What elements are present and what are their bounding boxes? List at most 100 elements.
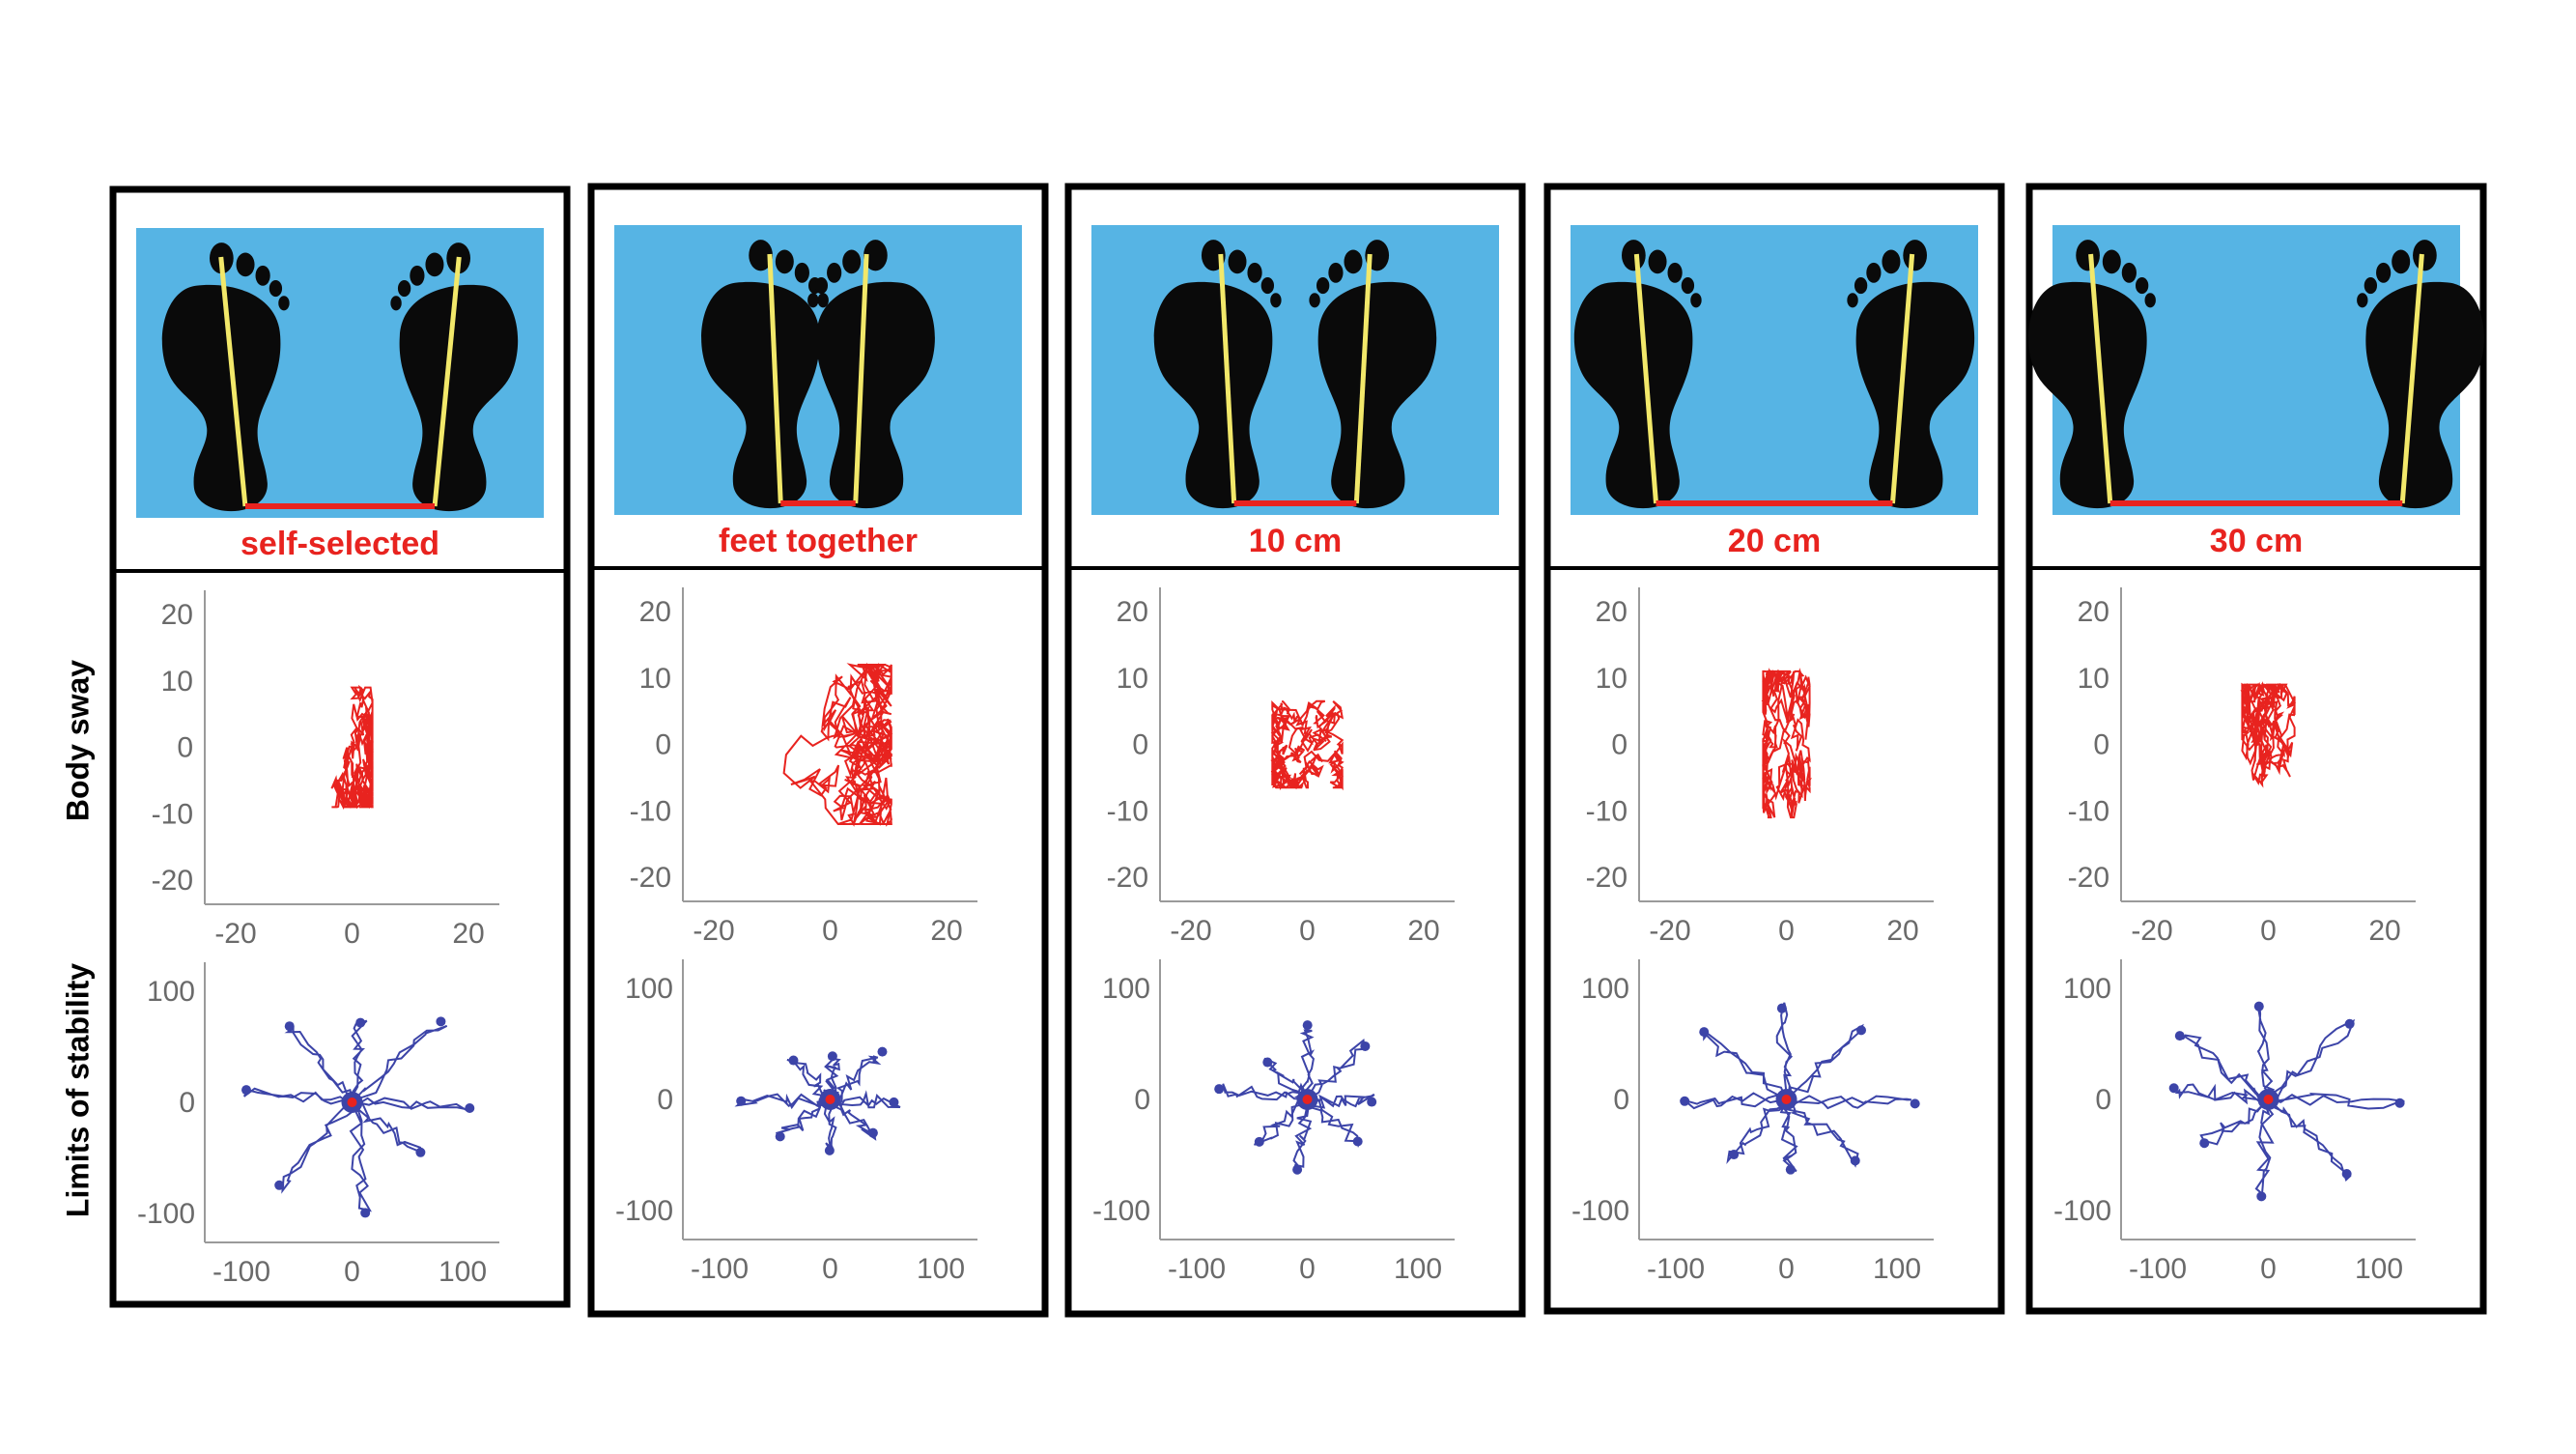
- body-sway-plot: 20 10 0 -10 -20 -20 0 20: [1586, 587, 1934, 947]
- x-tick-label: -100: [691, 1253, 749, 1285]
- los-endpoint: [1352, 1136, 1363, 1147]
- foot-axis-right: [1889, 253, 1915, 504]
- foot-axis-left: [767, 253, 783, 504]
- los-endpoint: [736, 1096, 747, 1106]
- y-tick-label: 100: [1102, 973, 1150, 1005]
- los-endpoint: [889, 1097, 899, 1107]
- foot-toe: [1648, 249, 1667, 274]
- x-tick-label: 20: [930, 915, 962, 947]
- limits-of-stability-plot: 100 0 -100 -100 0 100: [137, 962, 499, 1288]
- los-center-marker: [1781, 1095, 1792, 1104]
- foot-toe: [2413, 240, 2437, 271]
- foot-sole: [1153, 281, 1273, 509]
- los-excursion: [284, 1026, 354, 1103]
- los-endpoint: [360, 1208, 371, 1218]
- sway-trace: [2240, 681, 2296, 788]
- los-endpoint: [2199, 1138, 2210, 1149]
- foot-toe: [827, 262, 842, 283]
- panel-border: [1543, 183, 2005, 1315]
- los-endpoint: [1699, 1027, 1710, 1038]
- y-tick-label: -20: [152, 865, 193, 897]
- los-excursion: [352, 1097, 471, 1113]
- los-excursion: [1307, 1093, 1375, 1109]
- y-tick-label: 0: [2093, 729, 2109, 761]
- y-tick-label: 10: [639, 663, 671, 695]
- condition-label: 20 cm: [1728, 523, 1821, 559]
- x-tick-label: 100: [439, 1256, 487, 1288]
- y-tick-label: -10: [2068, 795, 2109, 827]
- los-endpoint: [877, 1046, 888, 1057]
- foot-toe: [1854, 277, 1868, 295]
- los-endpoint: [415, 1147, 426, 1157]
- y-tick-label: -20: [630, 862, 671, 894]
- y-tick-label: 10: [1117, 663, 1148, 695]
- foot-toe: [863, 240, 888, 271]
- foot-sole: [1317, 281, 1437, 509]
- footprint-icon: [1573, 240, 1702, 509]
- x-tick-label: 0: [344, 918, 360, 950]
- stance-background: [614, 225, 1022, 515]
- foot-toe: [397, 280, 411, 298]
- los-center-marker: [347, 1098, 357, 1107]
- los-center-marker: [825, 1095, 835, 1104]
- los-endpoint: [1254, 1136, 1264, 1147]
- x-tick-label: -20: [2131, 915, 2172, 947]
- los-excursion: [1682, 1092, 1791, 1110]
- x-tick-label: 20: [452, 918, 484, 950]
- x-tick-label: 0: [1778, 915, 1795, 947]
- footprint-icon: [701, 240, 829, 509]
- condition-label: 10 cm: [1249, 523, 1342, 559]
- foot-toe: [2364, 277, 2377, 295]
- y-tick-label: 0: [2095, 1084, 2111, 1116]
- y-tick-label: 0: [179, 1087, 195, 1119]
- foot-sole: [1855, 281, 1975, 509]
- los-excursion: [1785, 1098, 1859, 1168]
- los-excursion: [2256, 1002, 2276, 1103]
- los-excursion: [351, 1024, 448, 1110]
- foot-toe: [1270, 293, 1282, 308]
- foot-toe: [2144, 293, 2156, 308]
- los-excursion: [1786, 1095, 1912, 1110]
- footprint-icon: [1847, 240, 1975, 509]
- y-tick-label: 100: [147, 976, 195, 1008]
- footprint-icon: [161, 242, 290, 512]
- y-tick-label: 20: [639, 596, 671, 628]
- los-excursion: [1726, 1098, 1788, 1164]
- y-tick-label: 0: [1134, 1084, 1150, 1116]
- x-tick-label: -100: [1647, 1253, 1705, 1285]
- foot-sole: [701, 281, 820, 509]
- y-tick-label: -100: [137, 1198, 195, 1230]
- y-tick-label: -10: [152, 798, 193, 830]
- foot-toe: [2136, 277, 2149, 295]
- foot-toe: [425, 252, 444, 277]
- los-excursion: [2174, 1083, 2269, 1107]
- los-center-marker: [2263, 1095, 2274, 1104]
- foot-toe: [2357, 293, 2368, 308]
- y-tick-label: -20: [2068, 862, 2109, 894]
- y-tick-label: -10: [1107, 795, 1148, 827]
- los-excursion: [2267, 1019, 2356, 1105]
- foot-toe: [1882, 249, 1901, 274]
- body-sway-plot: 20 10 0 -10 -20 -20 0 20: [2068, 587, 2416, 947]
- los-excursion: [1785, 1023, 1864, 1105]
- los-endpoint: [1302, 1020, 1313, 1031]
- y-tick-label: -100: [2053, 1195, 2111, 1227]
- limits-of-stability-plot: 100 0 -100 -100 0 100: [1092, 959, 1455, 1285]
- x-tick-label: -100: [2129, 1253, 2187, 1285]
- los-endpoint: [2341, 1169, 2352, 1180]
- los-endpoint: [775, 1131, 785, 1142]
- los-excursion: [2254, 1098, 2275, 1196]
- x-tick-label: 100: [1394, 1253, 1442, 1285]
- x-tick-label: 20: [1407, 915, 1439, 947]
- limits-of-stability-plot: 100 0 -100 -100 0 100: [615, 959, 977, 1285]
- y-tick-label: -10: [1586, 795, 1628, 827]
- footprint-icon: [1309, 240, 1437, 509]
- stance-background: [1091, 225, 1499, 515]
- x-tick-label: -20: [693, 915, 734, 947]
- foot-toe: [1622, 240, 1646, 271]
- los-endpoint: [1214, 1084, 1225, 1095]
- foot-axis-right: [2399, 253, 2424, 504]
- x-tick-label: 100: [2355, 1253, 2403, 1285]
